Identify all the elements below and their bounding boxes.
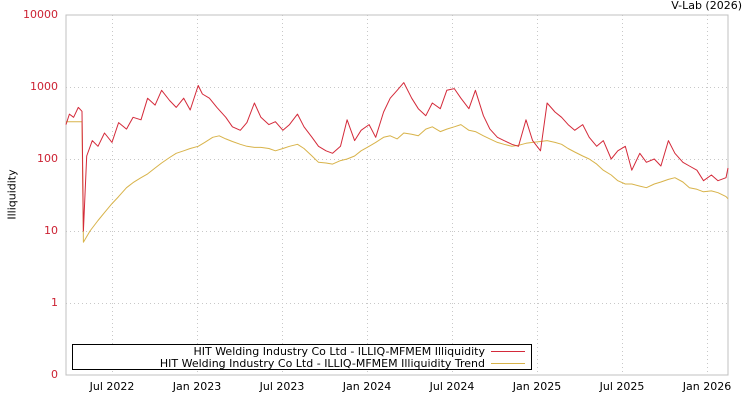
plot-frame (65, 14, 729, 376)
y-tick-label: 10 (44, 224, 58, 237)
x-tick-label: Jan 2024 (342, 380, 392, 393)
legend-swatch-red (491, 350, 525, 352)
x-tick-label: Jan 2023 (172, 380, 222, 393)
legend-label: HIT Welding Industry Co Ltd - ILLIQ-MFME… (159, 356, 485, 370)
legend-label: HIT Welding Industry Co Ltd - ILLIQ-MFME… (193, 344, 485, 358)
x-tick-label: Jul 2022 (89, 380, 135, 393)
grid-lines (66, 15, 728, 375)
y-axis-label: Illiquidity (5, 169, 19, 220)
legend-item-illiquidity: HIT Welding Industry Co Ltd - ILLIQ-MFME… (193, 344, 525, 358)
series-lines (65, 82, 729, 243)
x-tick-label: Jul 2025 (599, 380, 645, 393)
legend: HIT Welding Industry Co Ltd - ILLIQ-MFME… (72, 344, 532, 370)
x-tick-label: Jan 2026 (682, 380, 732, 393)
y-tick-label: 10000 (23, 8, 58, 21)
y-tick-label: 0 (51, 368, 58, 381)
series-line (65, 82, 729, 232)
x-tick-label: Jan 2025 (512, 380, 562, 393)
y-tick-label: 1 (51, 296, 58, 309)
legend-item-trend: HIT Welding Industry Co Ltd - ILLIQ-MFME… (159, 356, 525, 370)
series-line (66, 121, 729, 243)
x-tick-label: Jul 2024 (429, 380, 475, 393)
y-tick-label: 1000 (30, 80, 58, 93)
x-tick-label: Jul 2023 (259, 380, 305, 393)
legend-swatch-gold (491, 362, 525, 364)
credit-label: V-Lab (2026) (671, 0, 742, 12)
y-tick-label: 100 (37, 152, 58, 165)
